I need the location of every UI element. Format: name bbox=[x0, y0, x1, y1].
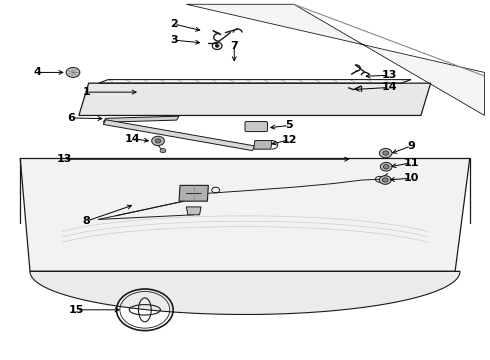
Polygon shape bbox=[186, 4, 485, 116]
Text: 9: 9 bbox=[407, 141, 415, 151]
Text: 5: 5 bbox=[285, 121, 293, 130]
Polygon shape bbox=[103, 116, 179, 122]
Circle shape bbox=[152, 136, 164, 145]
Text: 14: 14 bbox=[381, 82, 397, 93]
Text: 10: 10 bbox=[403, 173, 419, 183]
Text: 4: 4 bbox=[33, 67, 41, 77]
Text: 7: 7 bbox=[230, 41, 238, 50]
FancyBboxPatch shape bbox=[245, 122, 268, 132]
Text: 14: 14 bbox=[125, 134, 141, 144]
Circle shape bbox=[379, 148, 392, 158]
Text: 15: 15 bbox=[69, 305, 84, 315]
Polygon shape bbox=[30, 271, 460, 315]
Circle shape bbox=[382, 178, 388, 182]
Circle shape bbox=[66, 67, 80, 77]
Circle shape bbox=[383, 151, 389, 155]
Circle shape bbox=[155, 139, 161, 143]
Text: 11: 11 bbox=[403, 158, 419, 168]
Polygon shape bbox=[79, 83, 431, 116]
Circle shape bbox=[379, 176, 391, 184]
Circle shape bbox=[383, 165, 389, 169]
Circle shape bbox=[380, 162, 392, 171]
Text: 8: 8 bbox=[82, 216, 90, 226]
Text: 13: 13 bbox=[56, 154, 72, 164]
Text: 13: 13 bbox=[381, 70, 397, 80]
Circle shape bbox=[215, 44, 219, 47]
Polygon shape bbox=[186, 207, 201, 215]
Polygon shape bbox=[254, 140, 272, 149]
Polygon shape bbox=[179, 185, 208, 201]
Text: 2: 2 bbox=[171, 19, 178, 29]
Text: 3: 3 bbox=[171, 35, 178, 45]
Text: 12: 12 bbox=[281, 135, 297, 145]
Polygon shape bbox=[103, 120, 255, 150]
Text: 6: 6 bbox=[68, 113, 75, 123]
Text: 1: 1 bbox=[82, 87, 90, 97]
Polygon shape bbox=[20, 158, 470, 271]
Circle shape bbox=[160, 148, 166, 153]
